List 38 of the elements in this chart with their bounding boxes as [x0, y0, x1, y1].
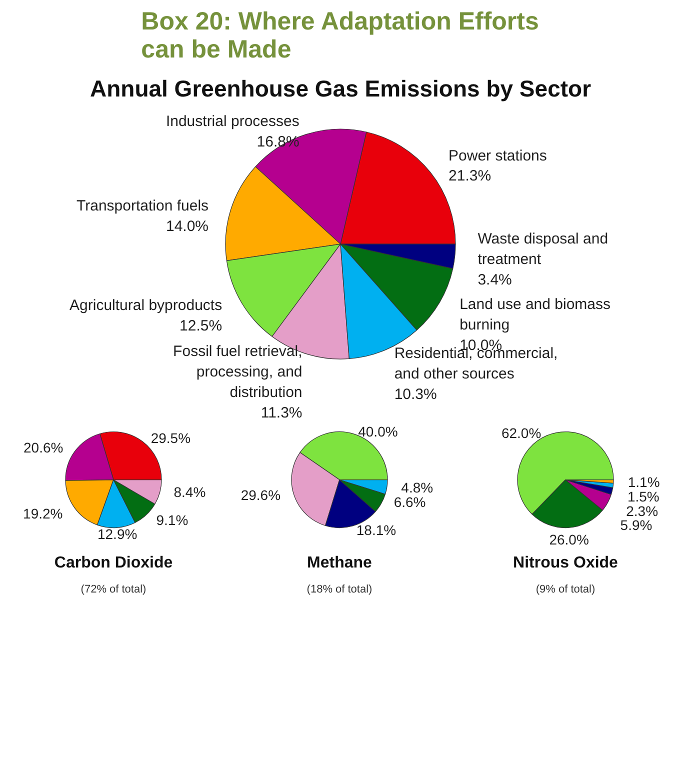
data-label: 29.5% — [150, 430, 191, 446]
data-label: 10.3% — [394, 386, 437, 403]
data-label: 21.3% — [448, 168, 492, 185]
data-label: 62.0% — [501, 424, 542, 441]
data-label: 19.2% — [23, 505, 63, 522]
data-label: 11.3% — [260, 404, 302, 422]
data-label: 1.1% — [628, 474, 660, 490]
data-label: 14.0% — [166, 218, 209, 236]
data-label: 18.1% — [356, 522, 396, 538]
chart-title: Box 20: Where Adaptation Efforts can be Made — [141, 8, 539, 64]
data-label: 2.3% — [626, 502, 658, 519]
data-label: 5.9% — [620, 517, 652, 534]
text: (18% of total) — [306, 584, 372, 596]
slice-label: Transportation fuels — [76, 198, 209, 215]
data-label: 3.4% — [478, 272, 512, 289]
text: (72% of total) — [80, 584, 146, 596]
data-label: 29.6% — [240, 486, 281, 503]
data-label: 20.6% — [24, 439, 64, 456]
data-label: 1.5% — [627, 488, 660, 504]
data-label: 9.1% — [156, 512, 188, 528]
data-label: 40.0% — [358, 423, 398, 440]
slice-label: Waste disposal and treatment — [478, 230, 608, 268]
slice-label: Industrial processes — [166, 113, 300, 130]
slice-label: Fossil fuel retrieval, processing, and distribution — [173, 343, 302, 401]
text: (9% of total) — [536, 584, 596, 596]
data-label: 8.4% — [174, 484, 206, 500]
data-label: 6.6% — [394, 494, 426, 510]
data-label: 12.5% — [180, 317, 222, 334]
data-label: 26.0% — [549, 531, 589, 548]
data-label: 12.9% — [97, 526, 138, 542]
slice-label: Power stations — [448, 147, 547, 164]
text: Carbon Dioxide — [54, 554, 173, 572]
text: Nitrous Oxide — [513, 554, 618, 572]
data-label: 4.8% — [401, 479, 434, 496]
text: Methane — [307, 554, 372, 572]
chart-subtitle: Annual Greenhouse Gas Emissions by Sector — [90, 76, 592, 102]
slice-label: Land use and biomass burning — [460, 296, 611, 334]
slice-label: Agricultural byproducts — [70, 297, 222, 314]
